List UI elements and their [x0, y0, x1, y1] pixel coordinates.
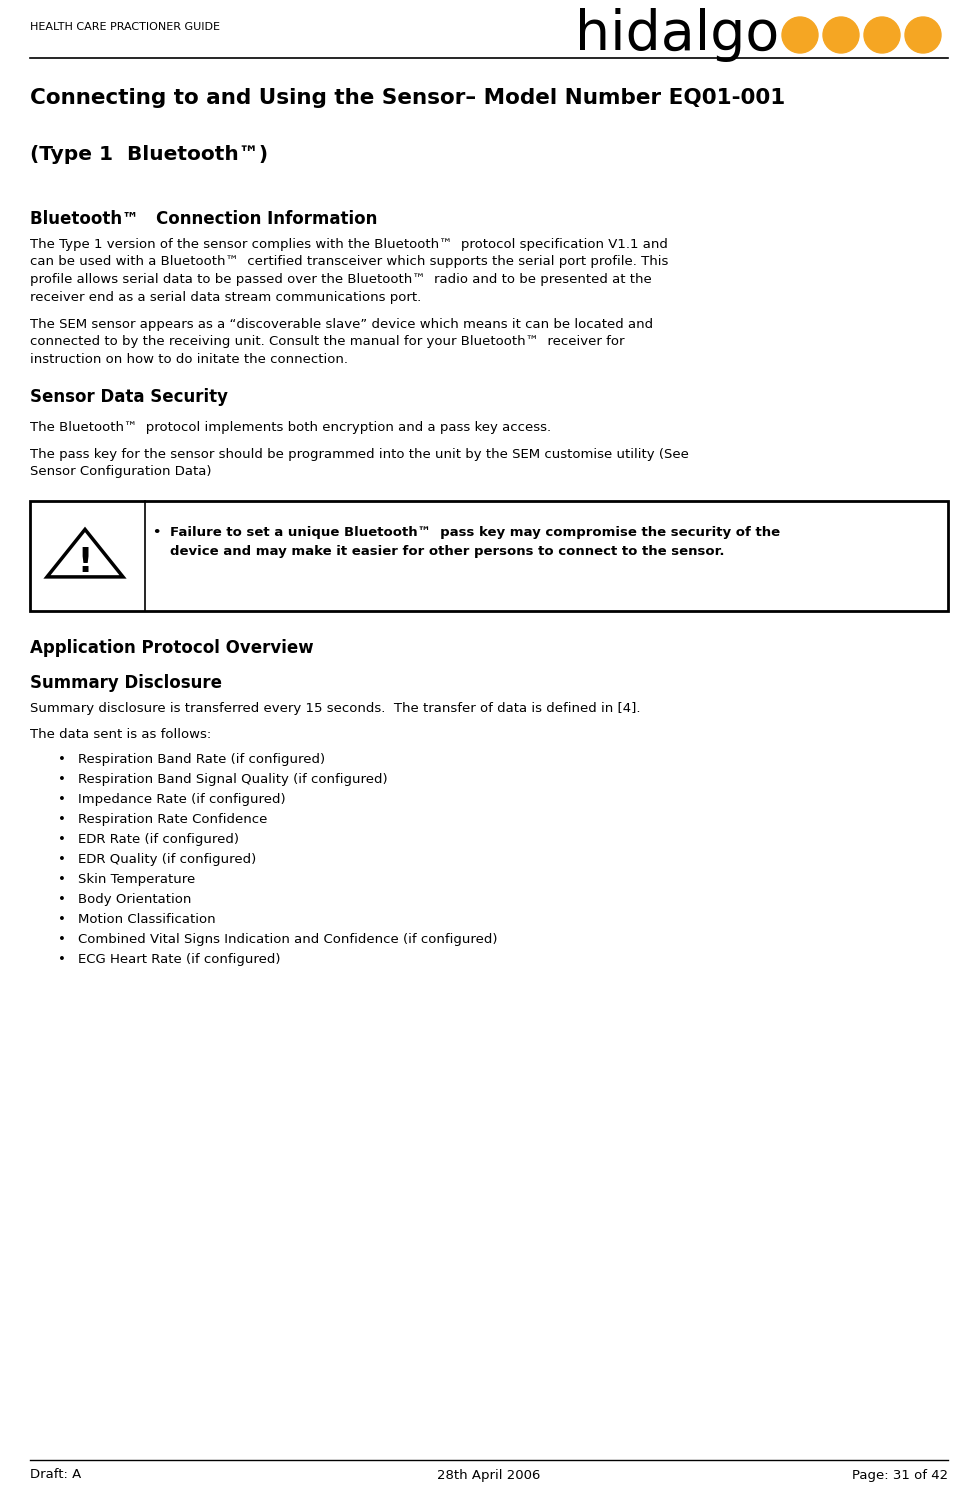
Text: Failure to set a unique Bluetooth™  pass key may compromise the security of the: Failure to set a unique Bluetooth™ pass …: [170, 525, 780, 539]
Text: •: •: [58, 934, 65, 946]
FancyBboxPatch shape: [30, 501, 947, 611]
Text: •: •: [151, 525, 160, 539]
Text: Respiration Band Signal Quality (if configured): Respiration Band Signal Quality (if conf…: [78, 773, 387, 787]
Text: Draft: A: Draft: A: [30, 1468, 81, 1481]
Circle shape: [904, 17, 940, 53]
Text: •: •: [58, 953, 65, 967]
Text: The pass key for the sensor should be programmed into the unit by the SEM custom: The pass key for the sensor should be pr…: [30, 447, 688, 461]
Text: EDR Rate (if configured): EDR Rate (if configured): [78, 833, 238, 847]
Text: •: •: [58, 874, 65, 886]
Text: •: •: [58, 773, 65, 787]
Text: Respiration Rate Confidence: Respiration Rate Confidence: [78, 814, 267, 826]
Text: HEALTH CARE PRACTIONER GUIDE: HEALTH CARE PRACTIONER GUIDE: [30, 23, 220, 32]
Text: Sensor Configuration Data): Sensor Configuration Data): [30, 465, 211, 479]
Text: instruction on how to do initate the connection.: instruction on how to do initate the con…: [30, 353, 348, 366]
Circle shape: [823, 17, 858, 53]
Text: Summary Disclosure: Summary Disclosure: [30, 674, 222, 692]
Text: Connecting to and Using the Sensor– Model Number EQ01-001: Connecting to and Using the Sensor– Mode…: [30, 89, 785, 108]
Text: •: •: [58, 833, 65, 847]
Text: •: •: [58, 853, 65, 866]
Text: Body Orientation: Body Orientation: [78, 893, 191, 907]
Text: Bluetooth™   Connection Information: Bluetooth™ Connection Information: [30, 210, 377, 228]
Text: !: !: [77, 545, 93, 578]
Text: ECG Heart Rate (if configured): ECG Heart Rate (if configured): [78, 953, 280, 967]
Text: Respiration Band Rate (if configured): Respiration Band Rate (if configured): [78, 754, 324, 766]
Text: receiver end as a serial data stream communications port.: receiver end as a serial data stream com…: [30, 291, 421, 303]
Text: profile allows serial data to be passed over the Bluetooth™  radio and to be pre: profile allows serial data to be passed …: [30, 273, 651, 287]
Text: Impedance Rate (if configured): Impedance Rate (if configured): [78, 793, 285, 806]
Text: •: •: [58, 913, 65, 926]
Text: hidalgo: hidalgo: [574, 8, 779, 62]
Text: Sensor Data Security: Sensor Data Security: [30, 389, 228, 407]
Text: EDR Quality (if configured): EDR Quality (if configured): [78, 853, 256, 866]
Text: (Type 1  Bluetooth™): (Type 1 Bluetooth™): [30, 146, 268, 164]
Text: Summary disclosure is transferred every 15 seconds.  The transfer of data is def: Summary disclosure is transferred every …: [30, 702, 640, 714]
Circle shape: [863, 17, 899, 53]
Text: 28th April 2006: 28th April 2006: [437, 1468, 540, 1481]
Text: The data sent is as follows:: The data sent is as follows:: [30, 728, 211, 740]
Text: The SEM sensor appears as a “discoverable slave” device which means it can be lo: The SEM sensor appears as a “discoverabl…: [30, 318, 653, 332]
Text: Combined Vital Signs Indication and Confidence (if configured): Combined Vital Signs Indication and Conf…: [78, 934, 497, 946]
Text: The Type 1 version of the sensor complies with the Bluetooth™  protocol specific: The Type 1 version of the sensor complie…: [30, 239, 667, 251]
Text: •: •: [58, 814, 65, 826]
Text: •: •: [58, 893, 65, 907]
Text: can be used with a Bluetooth™  certified transceiver which supports the serial p: can be used with a Bluetooth™ certified …: [30, 255, 667, 269]
Circle shape: [782, 17, 817, 53]
Text: Application Protocol Overview: Application Protocol Overview: [30, 639, 314, 657]
Text: device and may make it easier for other persons to connect to the sensor.: device and may make it easier for other …: [170, 545, 724, 557]
Text: Page: 31 of 42: Page: 31 of 42: [851, 1468, 947, 1481]
Text: The Bluetooth™  protocol implements both encryption and a pass key access.: The Bluetooth™ protocol implements both …: [30, 420, 551, 434]
Text: Skin Temperature: Skin Temperature: [78, 874, 195, 886]
Polygon shape: [47, 530, 123, 576]
Text: •: •: [58, 793, 65, 806]
Text: connected to by the receiving unit. Consult the manual for your Bluetooth™  rece: connected to by the receiving unit. Cons…: [30, 336, 624, 348]
Text: Motion Classification: Motion Classification: [78, 913, 215, 926]
Text: •: •: [58, 754, 65, 766]
